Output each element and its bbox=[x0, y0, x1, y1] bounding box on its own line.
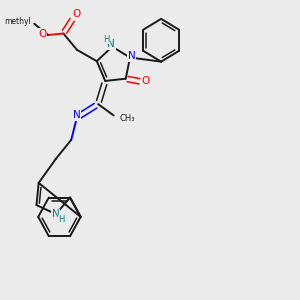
Text: N: N bbox=[73, 110, 81, 120]
Text: H: H bbox=[58, 215, 65, 224]
Text: O: O bbox=[38, 28, 46, 38]
Text: CH₃: CH₃ bbox=[120, 114, 135, 123]
Text: N: N bbox=[52, 209, 60, 219]
Text: N: N bbox=[128, 51, 135, 61]
Text: O: O bbox=[141, 76, 150, 86]
Text: H: H bbox=[103, 35, 110, 44]
Text: O: O bbox=[72, 9, 80, 19]
Text: N: N bbox=[107, 39, 115, 49]
Text: methyl: methyl bbox=[4, 17, 31, 26]
